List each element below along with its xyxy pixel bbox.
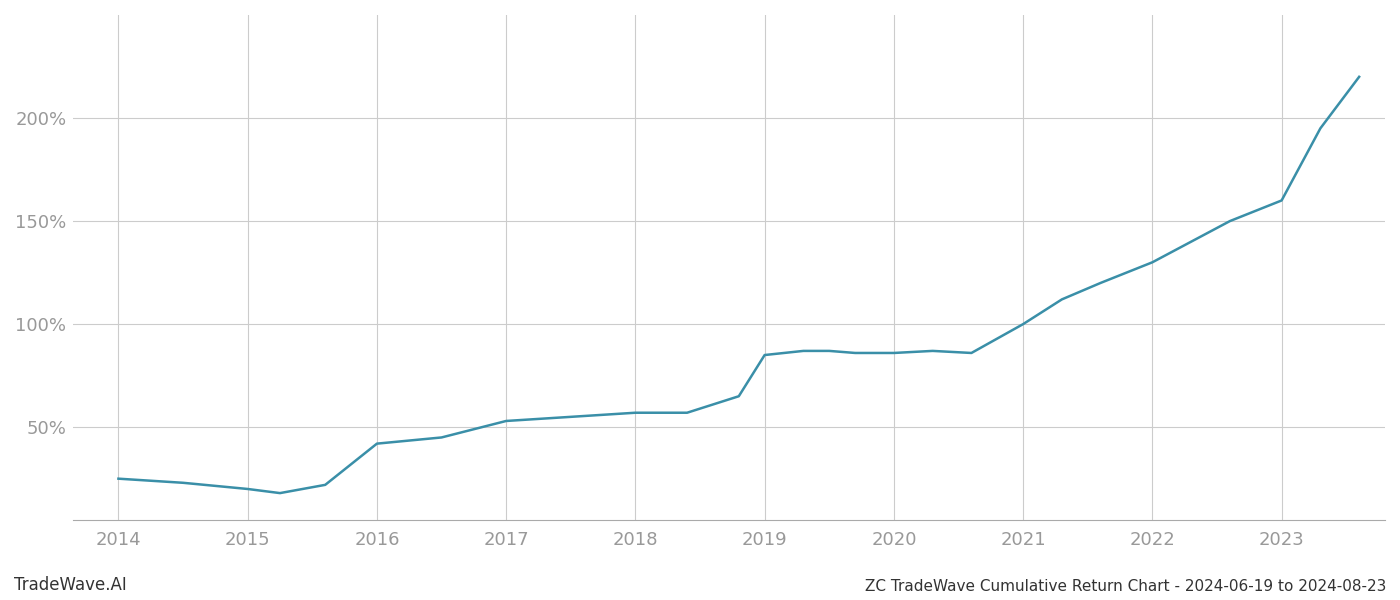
Text: TradeWave.AI: TradeWave.AI	[14, 576, 127, 594]
Text: ZC TradeWave Cumulative Return Chart - 2024-06-19 to 2024-08-23: ZC TradeWave Cumulative Return Chart - 2…	[865, 579, 1386, 594]
